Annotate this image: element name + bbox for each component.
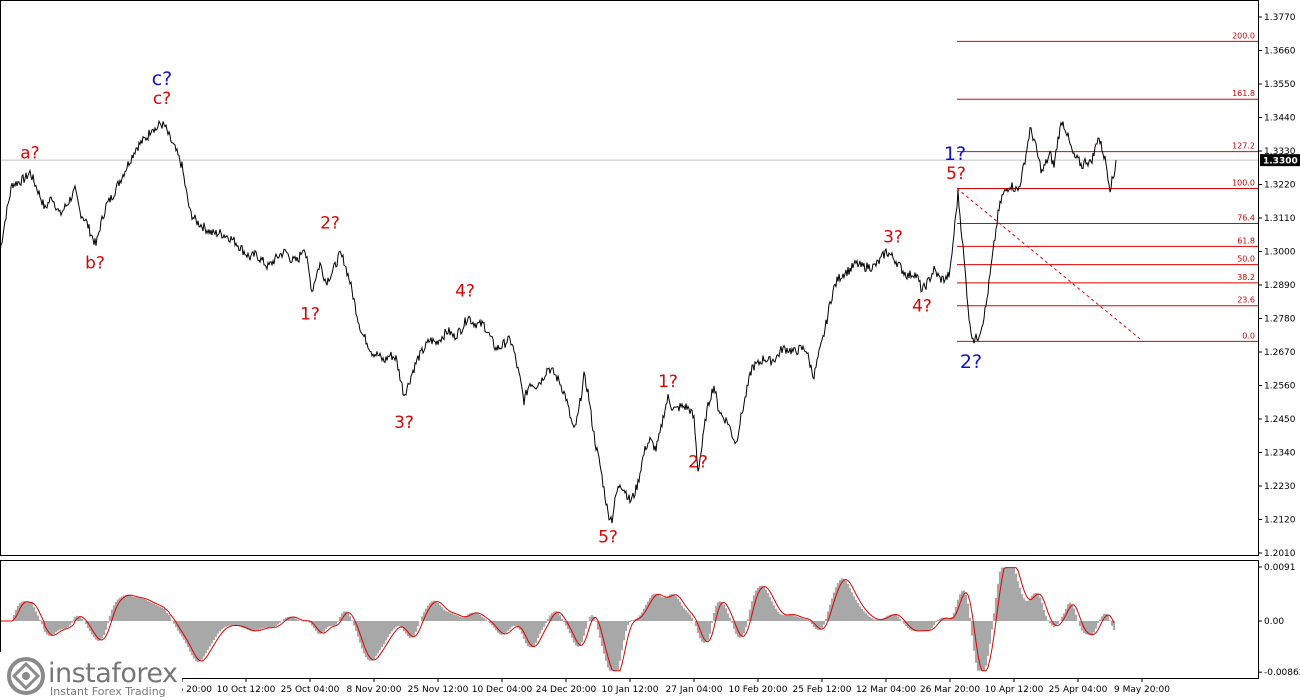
wave-label: 3?: [394, 413, 414, 433]
x-tick-label: 24 Dec 20:00: [536, 685, 597, 695]
wave-label: 2?: [320, 214, 340, 234]
main-panel-frame: [0, 0, 1259, 556]
y-tick-label: 1.3000: [1264, 248, 1296, 258]
x-tick-label: 10 Oct 12:00: [217, 685, 276, 695]
wave-label: 3?: [883, 227, 903, 247]
y-tick-label: 1.3330: [1264, 147, 1296, 157]
oscillator-histogram: [12, 567, 1116, 671]
fib-level-label: 38.2: [1237, 273, 1255, 282]
y-tick-label: 1.2230: [1264, 482, 1296, 492]
y-tick-label: 1.3220: [1264, 181, 1296, 191]
x-tick-label: 25 Sep 20:00: [152, 685, 212, 695]
y-tick-label: 1.2560: [1264, 382, 1296, 392]
y-tick-label: 1.2010: [1264, 549, 1296, 559]
x-tick-label: 25 Feb 12:00: [792, 685, 851, 695]
y-tick-label: 1.2340: [1264, 449, 1296, 459]
oscillator-signal-line: [0, 567, 1115, 672]
wave-label: c?: [153, 89, 171, 109]
osc-y-tick-label: -0.00862: [1264, 668, 1300, 678]
x-tick-label: 9 May 20:00: [1114, 685, 1170, 695]
osc-y-tick-label: 0.0091: [1264, 563, 1296, 573]
price-series-line: [0, 119, 1117, 524]
x-tick-label: 27 Jan 04:00: [666, 685, 723, 695]
y-tick-label: 1.2890: [1264, 281, 1296, 291]
x-tick-label: 12 Mar 04:00: [856, 685, 916, 695]
y-tick-label: 1.2670: [1264, 348, 1296, 358]
x-tick-label: 26 Mar 20:00: [920, 685, 980, 695]
instaforex-logo-icon: [7, 657, 45, 695]
x-tick-label: 25 Apr 04:00: [1049, 685, 1108, 695]
wave-label: b?: [85, 253, 105, 273]
x-tick-label: 25 Oct 04:00: [281, 685, 340, 695]
logo-tagline: Instant Forex Trading: [50, 685, 166, 698]
x-tick-label: 10 Apr 12:00: [985, 685, 1044, 695]
wave-label: c?: [152, 68, 173, 90]
x-tick-label: 10 Jan 12:00: [602, 685, 659, 695]
logo-brand-text: instaforex: [48, 658, 178, 689]
y-tick-label: 1.2120: [1264, 516, 1296, 526]
y-tick-label: 1.3660: [1264, 47, 1296, 57]
y-tick-label: 1.2780: [1264, 315, 1296, 325]
x-tick-label: 8 Nov 20:00: [347, 685, 402, 695]
wave-label: a?: [20, 144, 39, 164]
instaforex-logo: instaforex Instant Forex Trading: [0, 652, 182, 700]
osc-y-tick-label: 0.00: [1264, 617, 1284, 627]
wave-label: 5?: [946, 164, 966, 184]
fib-trendline: [956, 188, 1144, 342]
y-tick-label: 1.3770: [1264, 13, 1296, 23]
wave-label: 5?: [598, 527, 618, 547]
current-price-label: 1.3300: [1263, 157, 1298, 167]
fib-level-label: 76.4: [1237, 213, 1255, 222]
wave-label: 2?: [688, 453, 708, 473]
fib-level-label: 23.6: [1237, 296, 1255, 305]
x-tick-label: 10 Feb 20:00: [728, 685, 787, 695]
wave-label: 1?: [944, 143, 966, 165]
y-tick-label: 1.2450: [1264, 415, 1296, 425]
current-price-tag: [1260, 154, 1300, 167]
wave-label: 4?: [912, 296, 932, 316]
fib-level-label: 50.0: [1237, 255, 1255, 264]
y-tick-label: 1.3110: [1264, 214, 1296, 224]
fib-level-label: 61.8: [1237, 236, 1255, 245]
y-tick-label: 1.3550: [1264, 80, 1296, 90]
y-tick-label: 1.3440: [1264, 114, 1296, 124]
wave-label: 1?: [658, 372, 678, 392]
x-tick-label: 25 Nov 12:00: [408, 685, 469, 695]
fib-level-label: 161.8: [1232, 89, 1255, 98]
x-tick-label: 10 Dec 04:00: [472, 685, 533, 695]
fib-level-label: 200.0: [1232, 31, 1255, 40]
fib-level-label: 100.0: [1232, 178, 1255, 187]
fib-level-label: 0.0: [1242, 331, 1255, 340]
wave-label: 2?: [960, 351, 982, 373]
wave-label: 1?: [300, 304, 320, 324]
wave-label: 4?: [455, 281, 475, 301]
fib-level-label: 127.2: [1232, 142, 1255, 151]
